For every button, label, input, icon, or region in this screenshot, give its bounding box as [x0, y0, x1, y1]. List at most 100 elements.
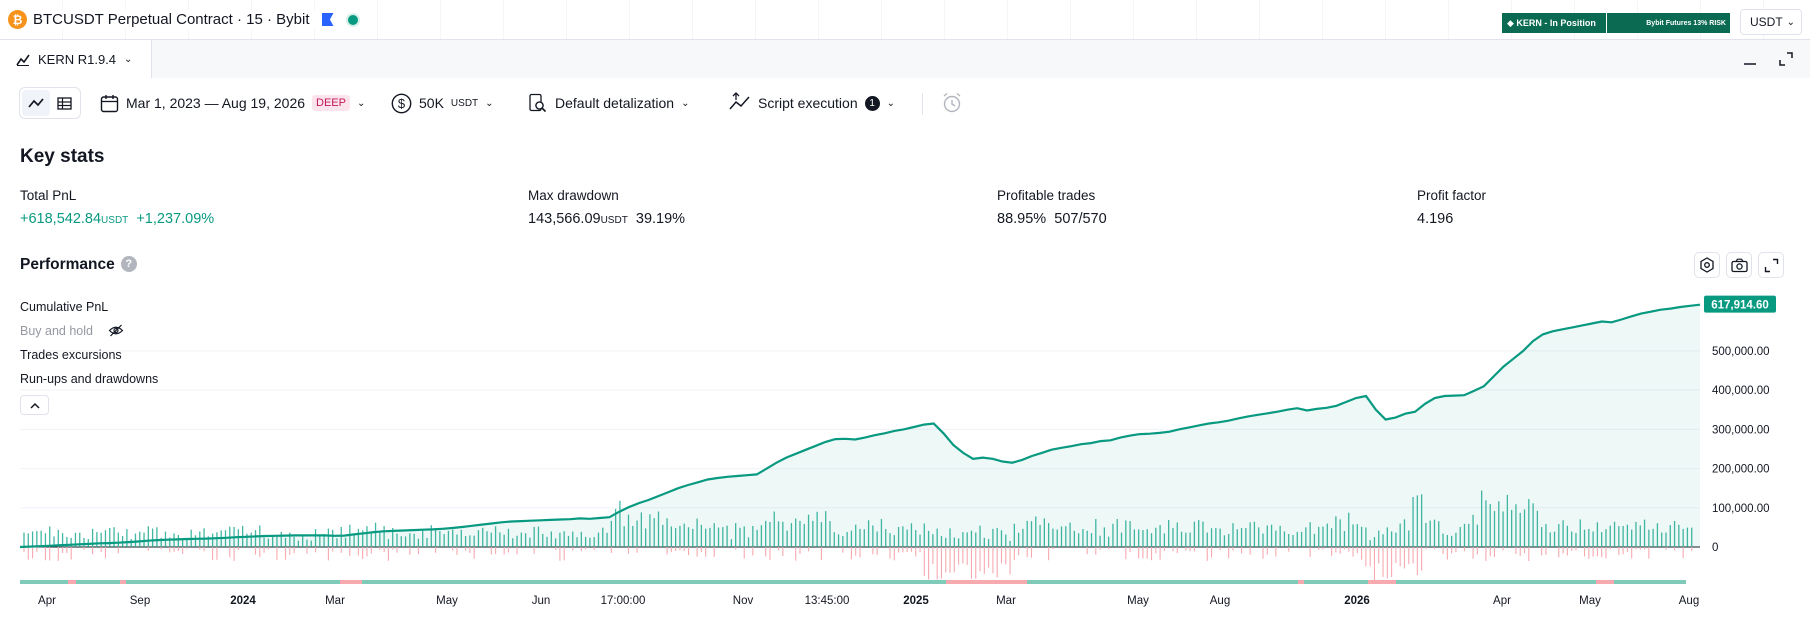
currency-select[interactable]: USDT ⌄: [1740, 9, 1802, 35]
x-tick-label: 2025: [903, 595, 929, 607]
calendar-icon: [100, 94, 119, 112]
total-pnl-value: +618,542.84: [20, 211, 102, 227]
x-tick-label: Nov: [733, 595, 754, 607]
stat-label: Total PnL: [20, 188, 77, 203]
fullscreen-button[interactable]: [1758, 252, 1784, 278]
detalization-value: Default detalization: [555, 95, 675, 111]
date-range-select[interactable]: Mar 1, 2023 — Aug 19, 2026 DEEP ⌄: [100, 90, 365, 116]
stat-label: Profit factor: [1417, 188, 1487, 203]
strategy-chart-icon: [16, 54, 30, 66]
total-pnl-percent: +1,237.09%: [136, 211, 215, 227]
max-drawdown-unit: USDT: [600, 215, 628, 226]
stat-profitable-trades: Profitable trades 88.95% 507/570: [997, 188, 1107, 227]
eye-off-icon[interactable]: [108, 324, 124, 337]
x-tick-label: 13:45:00: [805, 595, 850, 607]
key-stats-title: Key stats: [20, 146, 105, 167]
stat-value: 4.196: [1417, 211, 1486, 227]
stat-total-pnl: Total PnL +618,542.84USDT +1,237.09%: [20, 188, 214, 227]
help-icon[interactable]: ?: [120, 256, 137, 272]
chevron-down-icon: ⌄: [356, 97, 366, 109]
x-tick-label: Aug: [1210, 595, 1230, 607]
legend-cumulative-pnl[interactable]: Cumulative PnL: [20, 300, 109, 314]
x-tick-label: 2024: [230, 595, 256, 607]
x-tick-label: May: [1579, 595, 1601, 607]
y-tick-label: 400,000.00: [1712, 385, 1770, 397]
capital-value: 50K: [419, 95, 444, 111]
stat-value: +618,542.84USDT +1,237.09%: [20, 211, 214, 227]
stat-profit-factor: Profit factor 4.196: [1417, 188, 1486, 227]
max-drawdown-percent: 39.19%: [635, 211, 686, 227]
drawdown-segment: [1298, 580, 1304, 584]
x-axis: Apr Sep 2024 Mar May Jun 17:00:00 Nov 13:45:00 20…: [38, 595, 1699, 607]
alarm-button[interactable]: [941, 90, 963, 116]
date-range-value: Mar 1, 2023 — Aug 19, 2026: [126, 95, 306, 111]
x-tick-label: Sep: [130, 595, 150, 607]
alarm-clock-icon: [943, 92, 961, 113]
drawdown-segment: [68, 580, 76, 584]
tab-label: KERN R1.9.4: [38, 51, 117, 67]
x-tick-label: Aug: [1679, 595, 1699, 607]
table-icon: [56, 96, 72, 110]
script-execution-count: 1: [864, 95, 880, 111]
screenshot-button[interactable]: [1726, 252, 1752, 278]
chart-gridlines: [20, 350, 1700, 548]
market-status-icon[interactable]: [345, 12, 360, 27]
performance-chart[interactable]: 0 100,000.00 200,000.00 300,000.00 400,000.0…: [0, 290, 1810, 620]
performance-title-text: Performance: [20, 256, 115, 273]
x-tick-label: Apr: [1493, 595, 1511, 607]
profitable-trades-count: 507/570: [1054, 211, 1107, 227]
bitcoin-icon: ₿: [8, 10, 27, 29]
total-pnl-unit: USDT: [101, 215, 129, 226]
chart-view-button[interactable]: [22, 90, 50, 116]
max-drawdown-value: 143,566.09: [528, 211, 601, 227]
legend-runups-drawdowns[interactable]: Run-ups and drawdowns: [20, 372, 159, 386]
last-value-marker: 617,914.60: [1704, 295, 1776, 313]
x-tick-label: May: [1127, 595, 1149, 607]
drawdown-segment: [1596, 580, 1614, 584]
magnifier-detail-icon: [529, 93, 547, 112]
risk-badge: Bybit Futures 13% RISK: [1607, 13, 1730, 33]
minimize-icon: [1744, 63, 1756, 65]
stat-max-drawdown: Max drawdown 143,566.09USDT 39.19%: [528, 188, 685, 227]
collapse-legend-button[interactable]: [20, 395, 49, 415]
panel-tab-row: KERN R1.9.4 ⌄: [0, 40, 1810, 78]
chevron-down-icon: ⌄: [485, 97, 494, 109]
script-execution-select[interactable]: Script execution 1 ⌄: [729, 90, 895, 116]
cumulative-pnl-area: [19, 303, 1701, 549]
y-axis: 0 100,000.00 200,000.00 300,000.00 400,000.0…: [1712, 346, 1770, 554]
deep-backtest-badge: DEEP: [312, 95, 350, 111]
tab-strategy[interactable]: KERN R1.9.4 ⌄: [0, 40, 152, 78]
last-value-box: [1704, 295, 1776, 313]
legend-trades-excursions[interactable]: Trades excursions: [20, 348, 122, 362]
symbol-info[interactable]: ₿ BTCUSDT Perpetual Contract · 15 · Bybi…: [8, 10, 366, 29]
profit-factor-value: 4.196: [1417, 211, 1454, 227]
svg-text:$: $: [398, 96, 406, 111]
detalization-select[interactable]: Default detalization ⌄: [528, 90, 689, 116]
maximize-panel-button[interactable]: [1776, 49, 1796, 69]
y-tick-label: 300,000.00: [1712, 424, 1770, 436]
capital-unit: USDT: [450, 97, 479, 109]
gear-icon: [1700, 257, 1714, 273]
x-tick-label: Mar: [325, 595, 345, 607]
x-tick-label: Mar: [996, 595, 1016, 607]
strategy-toolbar: Mar 1, 2023 — Aug 19, 2026 DEEP ⌄ $ 50K …: [0, 84, 1810, 122]
x-tick-label: Apr: [38, 595, 56, 607]
minimize-button[interactable]: [1740, 49, 1760, 69]
drawdown-segment: [946, 580, 1026, 584]
table-view-button[interactable]: [50, 90, 78, 116]
runup-strip: [20, 580, 1686, 584]
chevron-up-icon: [29, 402, 40, 409]
capital-select[interactable]: $ 50K USDT ⌄: [391, 90, 494, 116]
camera-icon: [1730, 258, 1748, 272]
chart-header: ₿ BTCUSDT Perpetual Contract · 15 · Bybi…: [0, 0, 1810, 40]
view-toggle: [19, 87, 81, 119]
x-tick-label: Jun: [532, 595, 551, 607]
legend-buy-and-hold[interactable]: Buy and hold: [20, 324, 124, 338]
y-tick-label: 100,000.00: [1712, 503, 1770, 515]
drawdown-segment: [340, 580, 362, 584]
fullscreen-icon: [1764, 258, 1778, 272]
flag-icon[interactable]: [321, 13, 334, 26]
stat-label: Profitable trades: [997, 188, 1096, 203]
stat-value: 143,566.09USDT 39.19%: [528, 211, 685, 227]
chart-settings-button[interactable]: [1694, 252, 1720, 278]
